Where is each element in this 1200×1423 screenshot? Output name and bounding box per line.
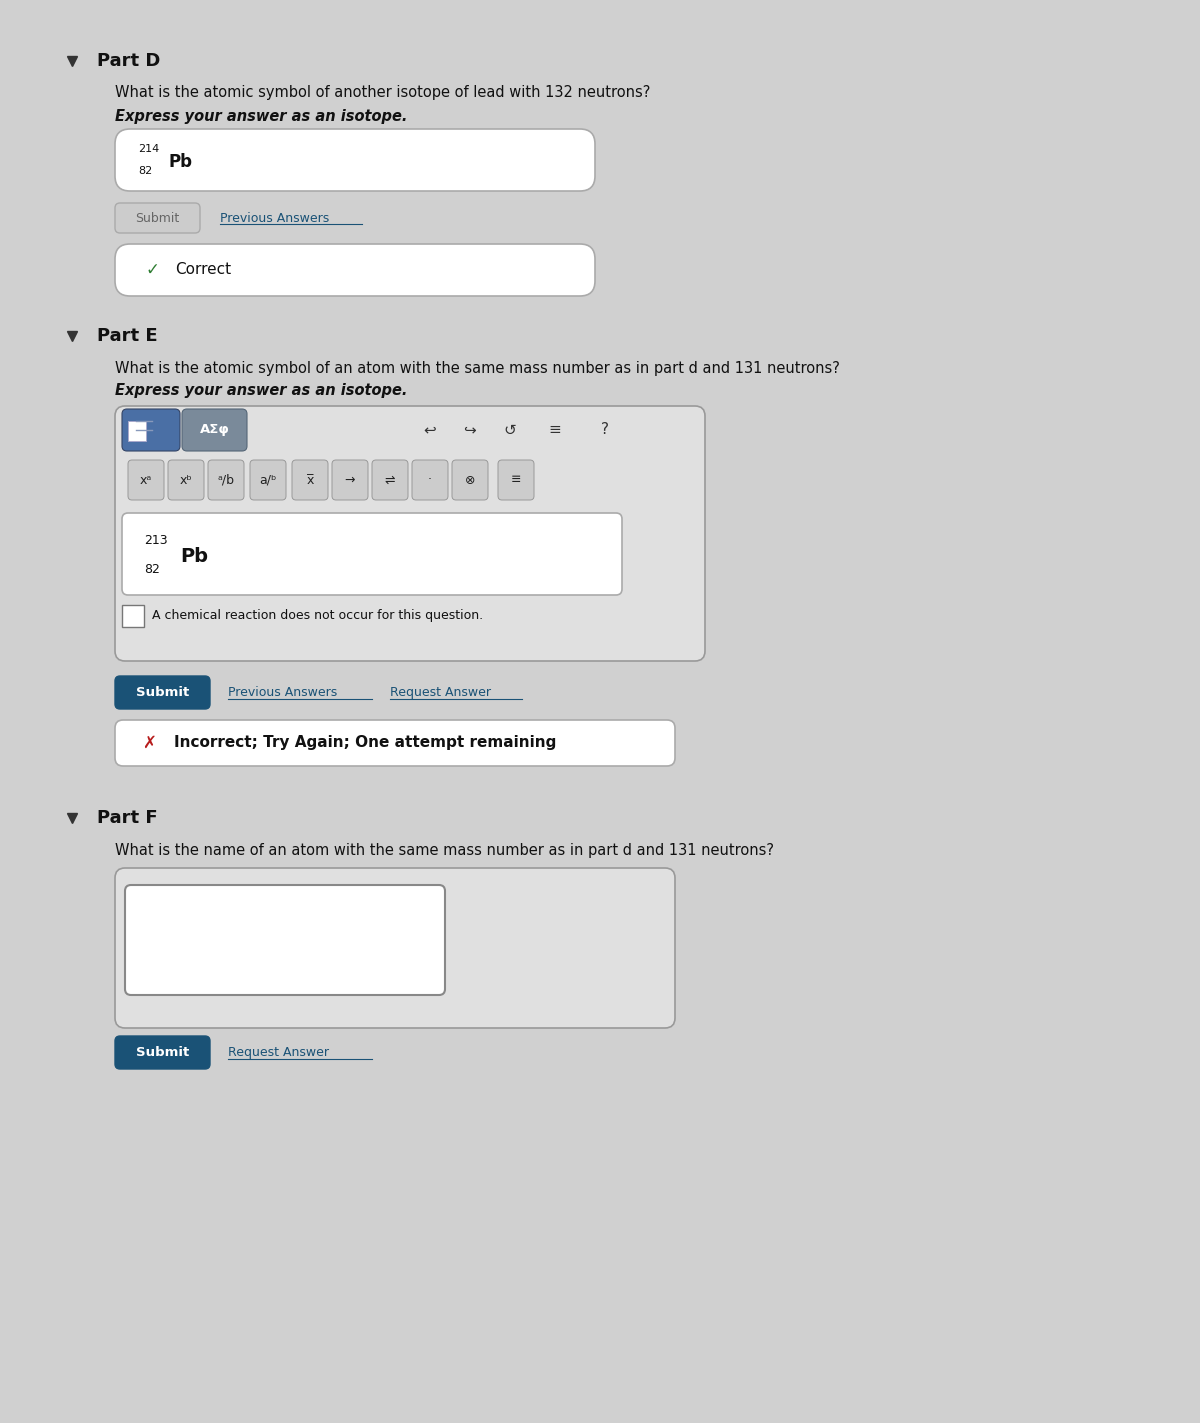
Text: Submit: Submit	[136, 686, 190, 699]
FancyBboxPatch shape	[115, 868, 674, 1027]
Text: 214: 214	[138, 144, 160, 154]
Text: Previous Answers: Previous Answers	[228, 686, 337, 699]
Text: Pb: Pb	[180, 546, 208, 565]
Text: 213: 213	[144, 535, 168, 548]
Text: ✓: ✓	[145, 260, 158, 279]
Text: Incorrect; Try Again; One attempt remaining: Incorrect; Try Again; One attempt remain…	[174, 736, 557, 750]
FancyBboxPatch shape	[115, 720, 674, 766]
Text: xᵃ: xᵃ	[140, 474, 152, 487]
Text: Request Answer: Request Answer	[228, 1046, 329, 1059]
Bar	[122, 605, 144, 628]
Text: What is the name of an atom with the same mass number as in part d and 131 neutr: What is the name of an atom with the sam…	[115, 844, 774, 858]
Text: Submit: Submit	[136, 212, 180, 225]
FancyBboxPatch shape	[168, 460, 204, 499]
FancyBboxPatch shape	[332, 460, 368, 499]
Text: Express your answer as an isotope.: Express your answer as an isotope.	[115, 384, 407, 398]
Bar	[128, 421, 146, 441]
FancyBboxPatch shape	[372, 460, 408, 499]
FancyBboxPatch shape	[208, 460, 244, 499]
FancyBboxPatch shape	[412, 460, 448, 499]
FancyBboxPatch shape	[122, 408, 180, 451]
Text: 82: 82	[144, 562, 160, 575]
Text: a/ᵇ: a/ᵇ	[259, 474, 277, 487]
Text: ≡: ≡	[511, 474, 521, 487]
FancyBboxPatch shape	[182, 408, 247, 451]
Text: Request Answer: Request Answer	[390, 686, 491, 699]
Text: What is the atomic symbol of an atom with the same mass number as in part d and : What is the atomic symbol of an atom wit…	[115, 360, 840, 376]
Text: Pb: Pb	[168, 154, 192, 171]
Text: ✗: ✗	[142, 734, 156, 751]
FancyBboxPatch shape	[115, 203, 200, 233]
Text: Express your answer as an isotope.: Express your answer as an isotope.	[115, 108, 407, 124]
Text: ⊗: ⊗	[464, 474, 475, 487]
FancyBboxPatch shape	[498, 460, 534, 499]
FancyBboxPatch shape	[122, 514, 622, 595]
Text: ·: ·	[428, 474, 432, 487]
FancyBboxPatch shape	[115, 676, 210, 709]
FancyBboxPatch shape	[128, 460, 164, 499]
FancyBboxPatch shape	[115, 1036, 210, 1069]
Text: Previous Answers: Previous Answers	[220, 212, 329, 225]
Text: Correct: Correct	[175, 262, 232, 277]
Text: A chemical reaction does not occur for this question.: A chemical reaction does not occur for t…	[152, 609, 484, 622]
Text: ↩: ↩	[424, 423, 437, 437]
Text: AΣφ: AΣφ	[199, 424, 229, 437]
FancyBboxPatch shape	[115, 129, 595, 191]
Text: Part F: Part F	[97, 810, 157, 827]
Text: What is the atomic symbol of another isotope of lead with 132 neutrons?: What is the atomic symbol of another iso…	[115, 85, 650, 101]
FancyBboxPatch shape	[452, 460, 488, 499]
Text: x̅: x̅	[306, 474, 313, 487]
FancyBboxPatch shape	[292, 460, 328, 499]
Text: Part E: Part E	[97, 327, 157, 344]
FancyBboxPatch shape	[125, 885, 445, 995]
FancyBboxPatch shape	[115, 243, 595, 296]
Text: ↪: ↪	[463, 423, 476, 437]
Text: →: →	[344, 474, 355, 487]
Text: Submit: Submit	[136, 1046, 190, 1059]
FancyBboxPatch shape	[115, 406, 706, 662]
Text: ↺: ↺	[504, 423, 516, 437]
Text: Part D: Part D	[97, 53, 161, 70]
Text: ≡: ≡	[548, 423, 562, 437]
Text: xᵇ: xᵇ	[180, 474, 192, 487]
Text: ᵃ/b: ᵃ/b	[217, 474, 234, 487]
Text: ?: ?	[601, 423, 610, 437]
FancyBboxPatch shape	[250, 460, 286, 499]
Text: 82: 82	[138, 166, 152, 176]
Text: ⇌: ⇌	[385, 474, 395, 487]
